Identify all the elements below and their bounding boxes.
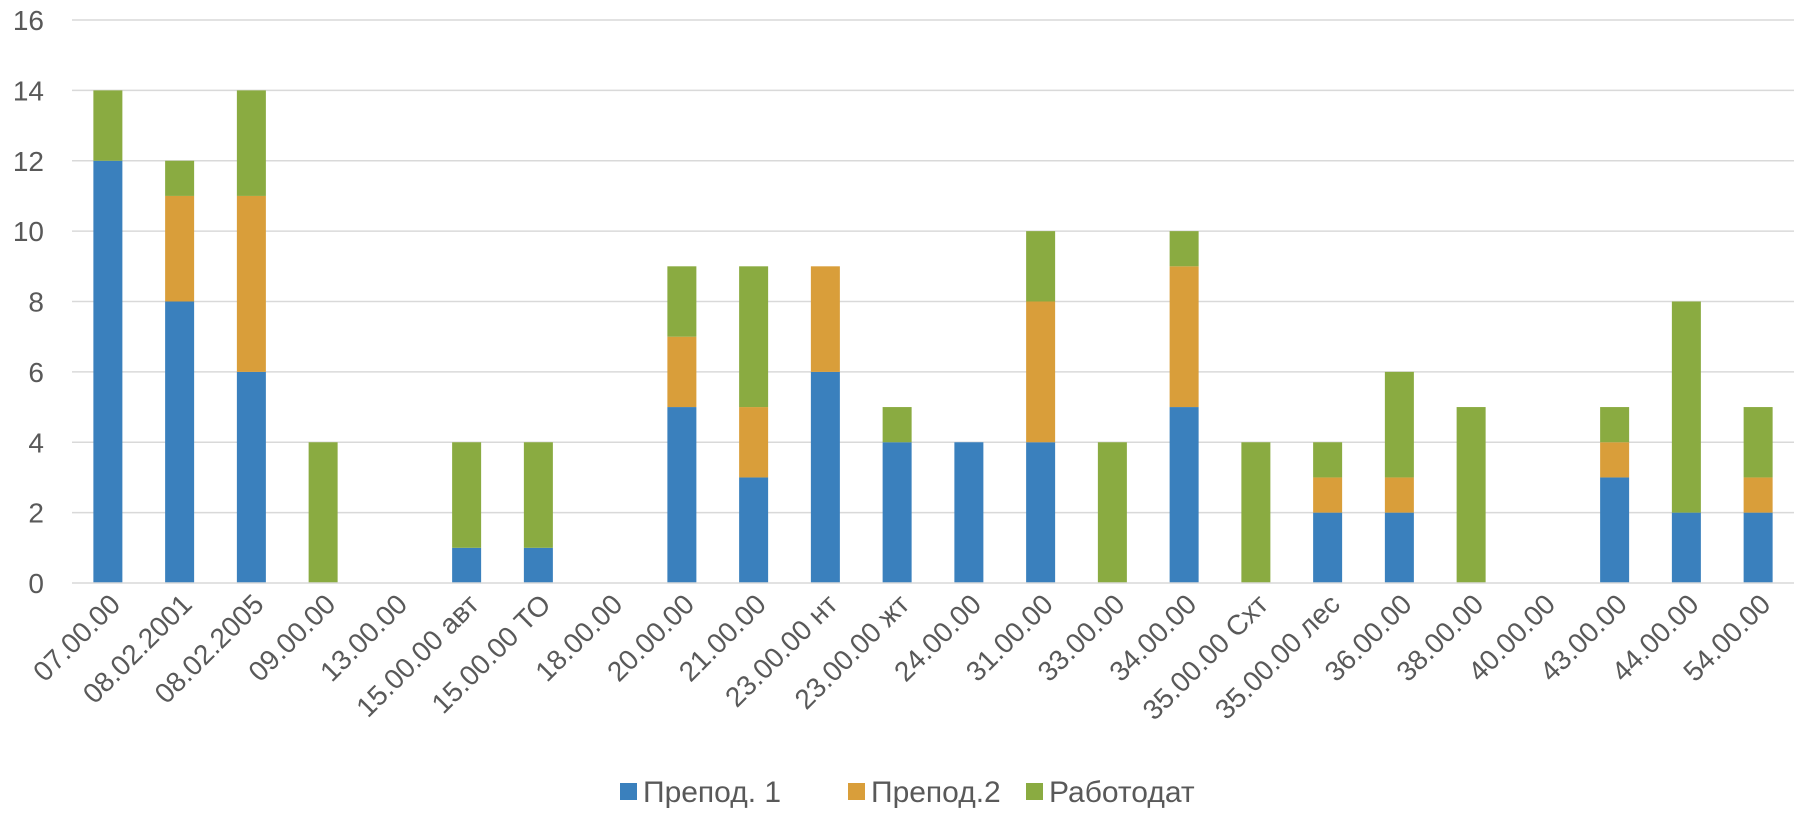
bar-segment xyxy=(1671,512,1701,583)
x-tick-label: 35.00.00 лес xyxy=(1209,588,1346,725)
legend-label: Препод.2 xyxy=(871,776,1001,809)
bar-segment xyxy=(667,407,697,583)
bar-segment xyxy=(1743,477,1773,513)
bar-segment xyxy=(236,90,266,196)
bar-segment xyxy=(667,266,697,337)
bar-segment xyxy=(1671,301,1701,513)
y-tick-label: 16 xyxy=(13,5,44,36)
bar-segment xyxy=(739,407,769,478)
bar-segment xyxy=(1169,407,1199,583)
y-tick-label: 10 xyxy=(13,216,44,247)
legend-label: Препод. 1 xyxy=(643,776,781,809)
bar-segment xyxy=(308,442,338,583)
bar-segment xyxy=(452,442,482,548)
bar-segment xyxy=(1384,477,1414,513)
y-tick-label: 0 xyxy=(28,568,44,599)
bar-segment xyxy=(1169,266,1199,408)
bar-segment xyxy=(1384,512,1414,583)
bar-segment xyxy=(882,442,912,583)
bar-segment xyxy=(1313,477,1343,513)
y-tick-label: 8 xyxy=(28,287,44,318)
legend-swatch xyxy=(1026,783,1043,800)
bar-segment xyxy=(236,371,266,583)
y-tick-label: 2 xyxy=(28,498,44,529)
legend-label: Работодат xyxy=(1049,776,1195,809)
bar-segment xyxy=(165,195,195,302)
bar-segment xyxy=(1169,231,1199,267)
bar-segment xyxy=(523,442,553,548)
bar-segment xyxy=(1456,407,1486,583)
bar-segment xyxy=(93,90,123,161)
bar-segment xyxy=(236,195,266,372)
y-tick-label: 12 xyxy=(13,146,44,177)
bar-segment xyxy=(1097,442,1127,583)
legend-swatch xyxy=(848,783,865,800)
bar-segment xyxy=(1026,231,1056,302)
bar-segment xyxy=(739,477,769,583)
x-tick-label: 35.00.00 Схт xyxy=(1137,588,1275,726)
y-tick-label: 4 xyxy=(28,427,44,458)
legend-swatch xyxy=(620,783,637,800)
bar-segment xyxy=(1384,371,1414,478)
bar-segment xyxy=(1241,442,1271,583)
bar-segment xyxy=(1600,477,1630,583)
bar-segment xyxy=(523,547,553,583)
bar-segment xyxy=(165,160,195,196)
bar-segment xyxy=(954,442,984,583)
bar-segment xyxy=(1600,442,1630,478)
bar-segment xyxy=(165,301,195,583)
bar-segment xyxy=(739,266,769,408)
bar-segment xyxy=(1313,442,1343,478)
bar-segment xyxy=(810,266,840,372)
bar-segment xyxy=(810,371,840,583)
y-tick-label: 14 xyxy=(13,75,44,106)
bar-segment xyxy=(1026,301,1056,443)
bar-segment xyxy=(667,336,697,408)
bar-segment xyxy=(1743,512,1773,583)
bar-segment xyxy=(452,547,482,583)
y-tick-label: 6 xyxy=(28,357,44,388)
bar-segment xyxy=(1026,442,1056,583)
bar-segment xyxy=(1743,407,1773,478)
bar-segment xyxy=(93,160,123,583)
bar-segment xyxy=(1600,407,1630,443)
bar-segment xyxy=(1313,512,1343,583)
bar-segment xyxy=(882,407,912,443)
